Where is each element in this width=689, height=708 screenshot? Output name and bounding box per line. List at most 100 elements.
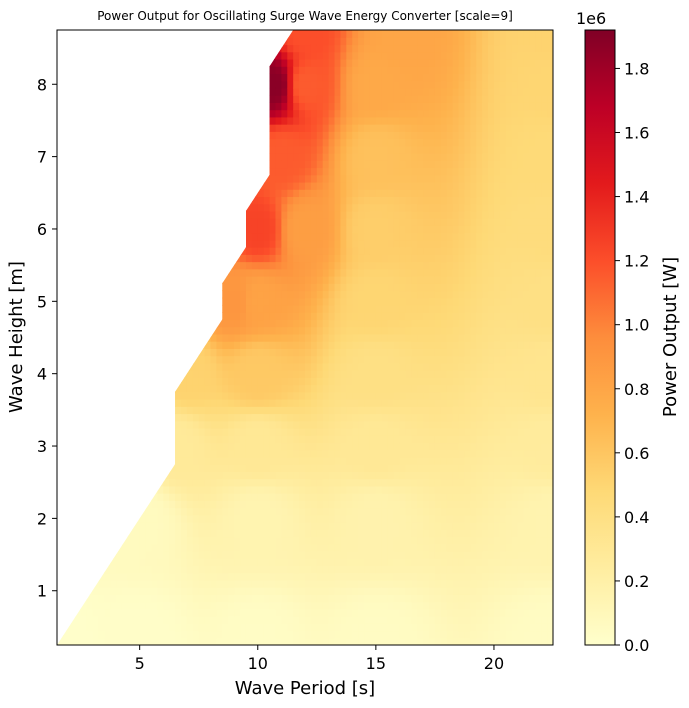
- heatmap-cell: [151, 348, 158, 357]
- heatmap-cell: [287, 587, 294, 595]
- heatmap-cell: [234, 341, 241, 349]
- heatmap-cell: [163, 384, 170, 393]
- heatmap-cell: [234, 124, 241, 132]
- heatmap-cell: [281, 239, 288, 248]
- heatmap-cell: [210, 579, 218, 588]
- heatmap-cell: [245, 377, 253, 386]
- heatmap-cell: [393, 312, 401, 321]
- heatmap-cell: [310, 87, 318, 96]
- heatmap-cell: [234, 102, 241, 111]
- heatmap-cell: [192, 594, 200, 603]
- heatmap-cell: [98, 377, 105, 386]
- heatmap-cell: [169, 160, 176, 169]
- heatmap-cell: [198, 95, 206, 103]
- heatmap-cell: [116, 572, 123, 581]
- heatmap-cell: [145, 203, 153, 212]
- heatmap-cell: [251, 276, 259, 284]
- heatmap-cell: [210, 124, 218, 132]
- heatmap-cell: [358, 601, 365, 610]
- heatmap-cell: [240, 261, 247, 270]
- heatmap-cell: [387, 124, 395, 132]
- heatmap-cell: [322, 500, 330, 509]
- heatmap-cell: [62, 406, 70, 415]
- heatmap-cell: [151, 413, 158, 422]
- heatmap-cell: [104, 181, 111, 190]
- heatmap-cell: [157, 37, 164, 46]
- heatmap-cell: [110, 131, 117, 140]
- heatmap-cell: [369, 304, 377, 313]
- heatmap-cell: [204, 370, 212, 378]
- heatmap-cell: [251, 116, 259, 125]
- heatmap-cell: [139, 102, 147, 111]
- heatmap-cell: [169, 377, 176, 386]
- heatmap-cell: [310, 304, 318, 313]
- heatmap-cell: [387, 384, 395, 393]
- heatmap-cell: [287, 276, 294, 284]
- heatmap-cell: [157, 145, 164, 154]
- heatmap-cell: [110, 138, 117, 147]
- heatmap-cell: [127, 232, 135, 241]
- heatmap-cell: [287, 51, 294, 60]
- heatmap-cell: [92, 348, 99, 357]
- heatmap-cell: [186, 579, 194, 588]
- heatmap-cell: [287, 355, 294, 364]
- heatmap-cell: [381, 153, 389, 161]
- heatmap-cell: [281, 565, 288, 574]
- heatmap-cell: [98, 478, 105, 487]
- heatmap-cell: [198, 109, 206, 118]
- heatmap-cell: [364, 153, 371, 161]
- heatmap-cell: [287, 181, 294, 190]
- heatmap-cell: [57, 290, 64, 299]
- heatmap-cell: [110, 608, 117, 617]
- heatmap-cell: [86, 297, 94, 306]
- heatmap-cell: [74, 572, 82, 581]
- heatmap-cell: [139, 485, 147, 494]
- heatmap-cell: [381, 225, 389, 234]
- heatmap-cell: [352, 572, 359, 581]
- heatmap-cell: [139, 326, 147, 335]
- heatmap-cell: [121, 399, 129, 407]
- heatmap-cell: [375, 225, 383, 234]
- heatmap-cell: [80, 478, 88, 487]
- heatmap-cell: [305, 550, 312, 559]
- heatmap-cell: [269, 283, 277, 292]
- heatmap-cell: [92, 87, 99, 96]
- heatmap-cell: [133, 102, 141, 111]
- heatmap-cell: [127, 370, 135, 378]
- heatmap-cell: [293, 464, 300, 472]
- heatmap-cell: [364, 58, 371, 67]
- heatmap-cell: [369, 276, 377, 284]
- heatmap-cell: [216, 174, 223, 183]
- heatmap-cell: [381, 514, 389, 523]
- heatmap-cell: [228, 232, 235, 241]
- heatmap-cell: [234, 550, 241, 559]
- heatmap-cell: [216, 348, 223, 357]
- heatmap-cell: [316, 326, 324, 335]
- heatmap-cell: [245, 449, 253, 458]
- heatmap-cell: [251, 587, 259, 595]
- heatmap-cell: [269, 507, 277, 516]
- heatmap-cell: [216, 355, 223, 364]
- heatmap-cell: [352, 276, 359, 284]
- heatmap-cell: [121, 145, 129, 154]
- heatmap-cell: [299, 478, 306, 487]
- heatmap-cell: [133, 95, 141, 103]
- heatmap-cell: [222, 312, 229, 321]
- heatmap-cell: [62, 312, 70, 321]
- heatmap-cell: [393, 131, 401, 140]
- heatmap-cell: [369, 51, 377, 60]
- heatmap-cell: [305, 435, 312, 444]
- heatmap-cell: [104, 355, 111, 364]
- heatmap-cell: [293, 174, 300, 183]
- heatmap-cell: [387, 449, 395, 458]
- heatmap-cell: [369, 572, 377, 581]
- heatmap-cell: [192, 167, 200, 176]
- heatmap-cell: [80, 485, 88, 494]
- heatmap-cell: [86, 637, 94, 645]
- heatmap-cell: [192, 181, 200, 190]
- heatmap-cell: [116, 102, 123, 111]
- heatmap-cell: [210, 558, 218, 567]
- heatmap-cell: [62, 427, 70, 436]
- heatmap-cell: [145, 319, 153, 328]
- heatmap-cell: [369, 485, 377, 494]
